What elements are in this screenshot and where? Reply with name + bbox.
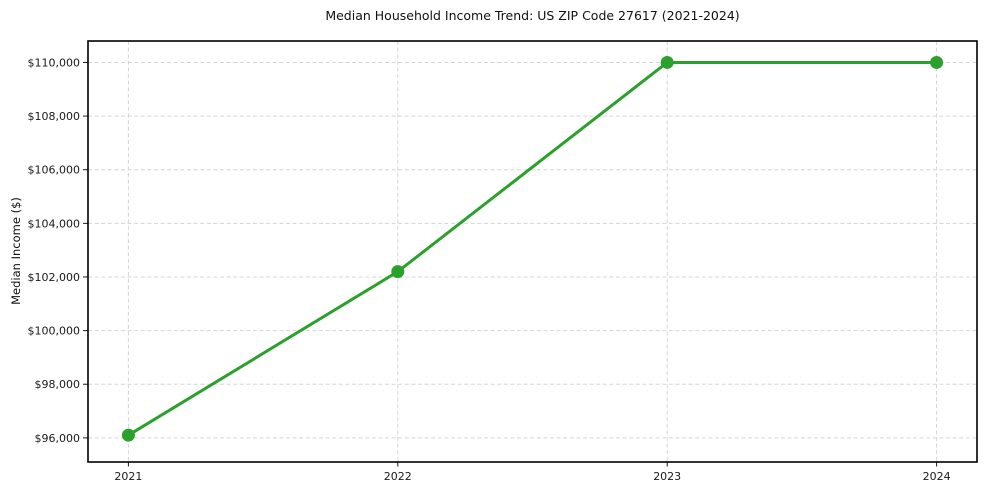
data-point: [660, 55, 674, 69]
x-tick-label: 2022: [384, 470, 412, 483]
x-tick-label: 2024: [923, 470, 951, 483]
y-tick-label: $108,000: [28, 110, 81, 123]
y-tick-label: $102,000: [28, 271, 81, 284]
chart-title: Median Household Income Trend: US ZIP Co…: [325, 8, 740, 23]
data-point: [121, 428, 135, 442]
x-tick-label: 2021: [114, 470, 142, 483]
y-tick-label: $100,000: [28, 325, 81, 338]
y-tick-label: $96,000: [35, 432, 81, 445]
y-tick-label: $98,000: [35, 378, 81, 391]
x-tick-label: 2023: [653, 470, 681, 483]
y-tick-label: $106,000: [28, 164, 81, 177]
series-line: [126, 60, 939, 437]
y-tick-label: $104,000: [28, 217, 81, 230]
plot-border: [87, 40, 978, 463]
data-point: [930, 55, 944, 69]
y-tick-label: $110,000: [28, 56, 81, 69]
data-point: [391, 265, 405, 279]
